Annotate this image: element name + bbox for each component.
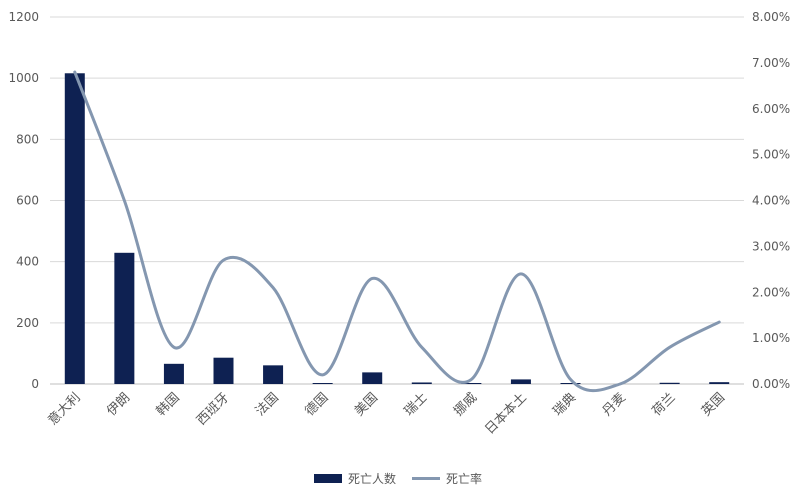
category-label: 美国: [352, 390, 381, 419]
legend-label-line: 死亡率: [446, 471, 482, 486]
bar: [461, 383, 482, 384]
bar: [709, 382, 730, 384]
category-label: 瑞士: [402, 390, 431, 419]
bar: [659, 382, 680, 384]
category-label: 伊朗: [104, 390, 133, 419]
category-label: 荷兰: [649, 390, 678, 419]
category-label: 法国: [253, 390, 282, 419]
bar: [411, 382, 432, 384]
bar: [64, 73, 85, 385]
category-label: 丹麦: [600, 390, 629, 419]
left-tick-label: 1200: [8, 10, 39, 24]
category-label: 意大利: [45, 390, 84, 429]
category-label: 瑞典: [550, 390, 579, 419]
bar-series: [64, 73, 730, 385]
legend-swatch-bars: [314, 474, 342, 483]
right-tick-label: 4.00%: [752, 194, 790, 208]
right-tick-label: 7.00%: [752, 56, 790, 70]
gridlines: [50, 16, 744, 385]
legend: 死亡人数 死亡率: [314, 471, 482, 486]
line-series: [73, 70, 721, 393]
left-tick-label: 400: [16, 255, 39, 269]
right-tick-label: 0.00%: [752, 377, 790, 391]
right-tick-label: 3.00%: [752, 239, 790, 253]
bar: [114, 252, 135, 384]
bar: [213, 357, 234, 384]
bar: [263, 365, 284, 384]
bar: [560, 383, 581, 384]
right-tick-label: 6.00%: [752, 102, 790, 116]
category-label: 德国: [302, 390, 331, 419]
bar: [163, 363, 184, 384]
category-label: 韩国: [154, 390, 183, 419]
death-rate-line: [73, 70, 721, 393]
category-label: 日本本土: [482, 390, 529, 437]
left-axis-ticks: 0 200 400 600 800 1000 1200: [8, 10, 39, 391]
bar: [510, 379, 531, 384]
right-axis-ticks: 0.00% 1.00% 2.00% 3.00% 4.00% 5.00% 6.00% 7.00%…: [752, 10, 790, 391]
left-tick-label: 200: [16, 316, 39, 330]
bar: [362, 372, 383, 384]
left-tick-label: 600: [16, 194, 39, 208]
right-tick-label: 8.00%: [752, 10, 790, 24]
bar: [312, 383, 333, 384]
left-tick-label: 1000: [8, 71, 39, 85]
category-label: 英国: [699, 390, 728, 419]
right-tick-label: 2.00%: [752, 285, 790, 299]
right-tick-label: 1.00%: [752, 331, 790, 345]
left-tick-label: 0: [31, 377, 39, 391]
category-label: 西班牙: [194, 390, 232, 428]
left-tick-label: 800: [16, 132, 39, 146]
category-labels: 意大利 伊朗 韩国 西班牙 法国 德国 美国 瑞士 挪威 日本本土 瑞典 丹麦 荷兰 英国: [45, 390, 728, 438]
legend-label-bars: 死亡人数: [348, 471, 396, 486]
right-tick-label: 5.00%: [752, 148, 790, 162]
category-label: 挪威: [451, 390, 480, 419]
